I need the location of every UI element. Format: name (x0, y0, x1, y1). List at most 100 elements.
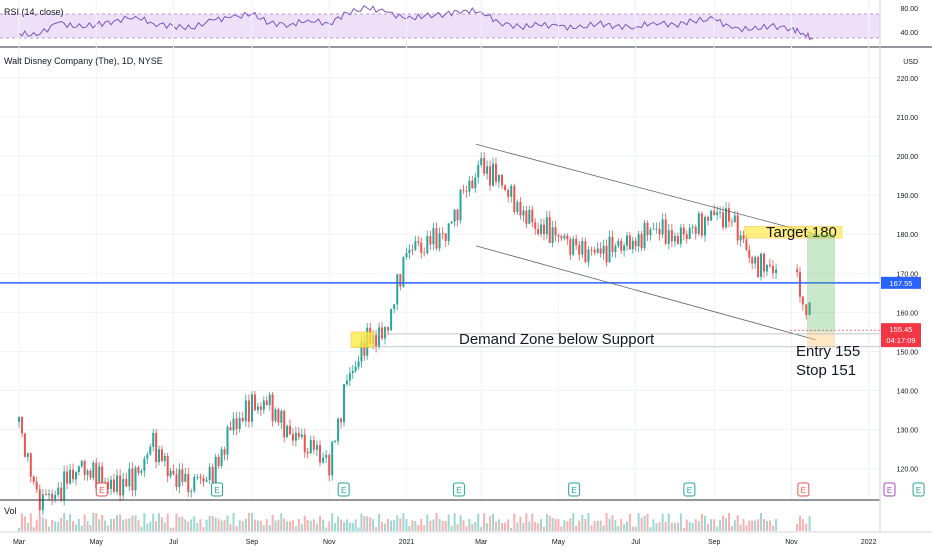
volume-bar (640, 517, 643, 531)
volume-bar (739, 524, 742, 531)
volume-bar (608, 518, 611, 531)
volume-bar (220, 520, 223, 531)
candle-body (691, 226, 694, 229)
volume-bar (92, 513, 95, 531)
volume-bar (160, 517, 163, 531)
candle-body (713, 210, 716, 216)
volume-bar (169, 527, 172, 531)
candle-body (77, 466, 80, 473)
candle-body (707, 216, 710, 221)
volume-bar (375, 527, 378, 531)
candle-body (26, 453, 29, 457)
time-tick-label: Mar (13, 539, 26, 546)
candle-body (534, 222, 537, 229)
volume-bar (383, 523, 386, 531)
candle-body (294, 432, 297, 441)
volume-bar (41, 517, 44, 531)
candle-body (441, 233, 444, 235)
candle-body (271, 394, 274, 421)
candle-body (739, 235, 742, 241)
candle-body (661, 219, 664, 235)
candle-body (247, 400, 250, 422)
volume-bar (149, 521, 152, 531)
candle-body (429, 236, 432, 245)
volume-bar (719, 519, 722, 531)
candle-body (288, 425, 291, 435)
candle-body (322, 457, 325, 463)
volume-bar (288, 521, 291, 531)
volume-bar (193, 516, 196, 531)
volume-bar (626, 521, 629, 531)
candle-body (725, 208, 728, 228)
volume-bar (590, 525, 593, 531)
volume-bar (77, 519, 80, 531)
rsi-axis: 80.00 40.00 (900, 6, 918, 37)
volume-bar (381, 521, 384, 531)
candle-body (682, 227, 685, 235)
candle-body (387, 327, 390, 331)
time-tick-label: 2022 (861, 539, 877, 546)
candle-body (581, 240, 584, 255)
price-tick-label: 120.00 (897, 467, 919, 474)
candle-body (98, 466, 101, 489)
volume-bar (131, 515, 134, 531)
candle-body (745, 239, 748, 250)
volume-bar (125, 519, 128, 531)
volume-bar (664, 521, 667, 531)
volume-bar (223, 520, 226, 531)
earnings-marker-label: E (916, 486, 921, 495)
volume-bar (83, 514, 86, 531)
candle-body (256, 406, 259, 411)
price-tick-label: 190.00 (897, 193, 919, 200)
candle-body (516, 201, 519, 213)
candle-body (771, 266, 774, 274)
volume-bar (155, 521, 158, 531)
volume-bar (697, 521, 700, 531)
volume-bar (465, 526, 468, 531)
candle-body (253, 394, 256, 411)
volume-bar (480, 526, 483, 531)
volume-bar (26, 523, 29, 531)
candle-body (337, 418, 340, 442)
earnings-marker-label: E (341, 486, 346, 495)
time-axis[interactable]: Mar May Jul Sep Nov 2021 Mar May Jul Sep Nov 2022 (13, 539, 877, 546)
volume-bar (414, 521, 417, 531)
volume-bar (44, 519, 47, 531)
candle-body (634, 240, 637, 247)
volume-bar (483, 513, 486, 531)
volume-bar (599, 520, 602, 531)
rsi-tick-label: 80.00 (900, 6, 918, 13)
volume-bar (688, 522, 691, 531)
candle-body (202, 478, 205, 482)
volume-bar (727, 513, 730, 531)
volume-bar (128, 518, 131, 531)
candle-body (775, 269, 778, 274)
candle-body (51, 493, 54, 499)
candle-body (300, 434, 303, 438)
volume-bar (312, 519, 315, 531)
volume-bar (297, 519, 300, 531)
candle-body (611, 236, 614, 253)
volume-bar (673, 522, 676, 531)
price-axis[interactable]: 120.00 130.00 140.00 150.00 160.00 170.00 180.… (897, 76, 919, 474)
volume-bar (98, 519, 101, 531)
candle-body (208, 466, 211, 481)
candle-body (63, 471, 66, 500)
volume-bar (337, 516, 340, 531)
candle-body (525, 210, 528, 224)
candle-body (196, 476, 199, 478)
candle-body (614, 246, 617, 253)
volume-bar (357, 527, 360, 531)
volume-bar (710, 519, 713, 531)
volume-bar (35, 519, 38, 531)
candle-body (584, 240, 587, 262)
candlestick-series (17, 152, 811, 517)
candle-body (649, 229, 652, 236)
volume-bar (459, 515, 462, 531)
volume-bar (528, 521, 531, 531)
candle-body (244, 400, 247, 422)
countdown-label: 04:17:09 (886, 336, 915, 345)
candle-body (128, 468, 131, 487)
